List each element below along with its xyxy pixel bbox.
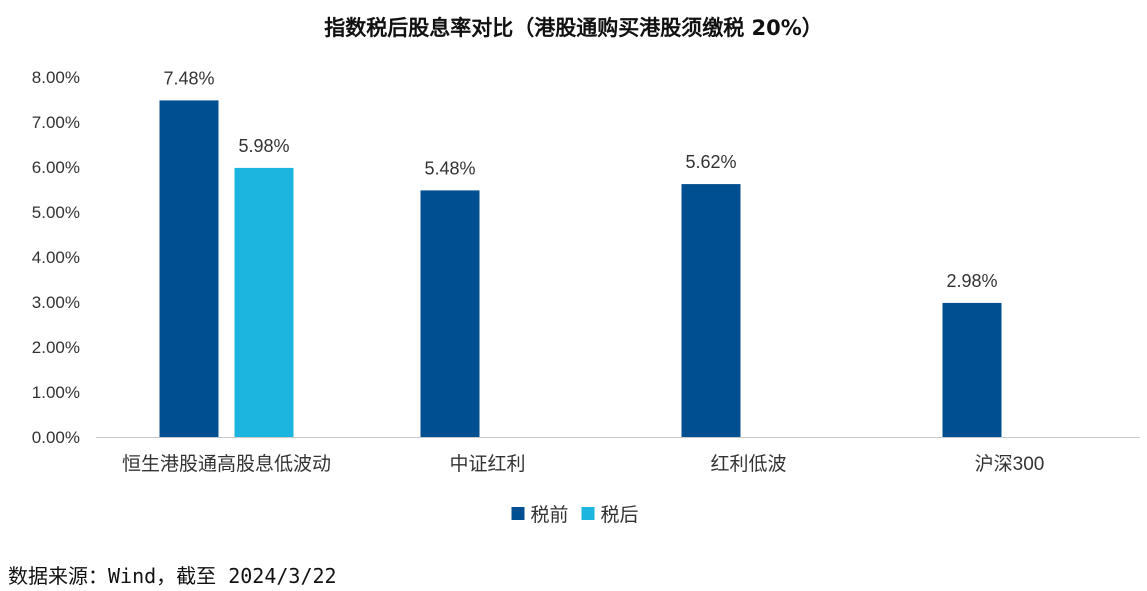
source-note: 数据来源：Wind，截至 2024/3/22 bbox=[8, 564, 337, 588]
y-tick-label: 7.00% bbox=[32, 113, 80, 132]
y-tick-label: 6.00% bbox=[32, 158, 80, 177]
legend-swatch bbox=[511, 507, 525, 520]
x-tick-label: 中证红利 bbox=[449, 453, 525, 475]
y-tick-label: 4.00% bbox=[32, 248, 80, 267]
data-label: 5.62% bbox=[685, 152, 736, 172]
bar-税前 bbox=[159, 100, 219, 438]
y-tick-label: 1.00% bbox=[32, 383, 80, 402]
x-tick-label: 恒生港股通高股息低波动 bbox=[122, 453, 331, 475]
x-tick-label: 红利低波 bbox=[710, 453, 786, 475]
x-tick-label: 沪深300 bbox=[975, 453, 1045, 475]
bar-税前 bbox=[681, 184, 741, 437]
y-tick-label: 2.00% bbox=[32, 338, 80, 357]
data-label: 2.98% bbox=[946, 271, 997, 291]
bar-税前 bbox=[942, 302, 1002, 437]
y-tick-label: 8.00% bbox=[32, 68, 80, 87]
legend-swatch bbox=[581, 507, 595, 520]
chart-title: 指数税后股息率对比（港股通购买港股须缴税 20%） bbox=[324, 16, 823, 40]
bar-税后 bbox=[234, 167, 294, 437]
data-label: 5.48% bbox=[424, 158, 475, 178]
y-tick-label: 0.00% bbox=[32, 428, 80, 447]
data-label: 5.98% bbox=[238, 136, 289, 156]
bar-税前 bbox=[420, 190, 480, 437]
y-tick-label: 3.00% bbox=[32, 293, 80, 312]
legend-label: 税前 bbox=[531, 504, 569, 526]
y-tick-label: 5.00% bbox=[32, 203, 80, 222]
data-label: 7.48% bbox=[163, 68, 214, 88]
legend-label: 税后 bbox=[601, 504, 639, 526]
